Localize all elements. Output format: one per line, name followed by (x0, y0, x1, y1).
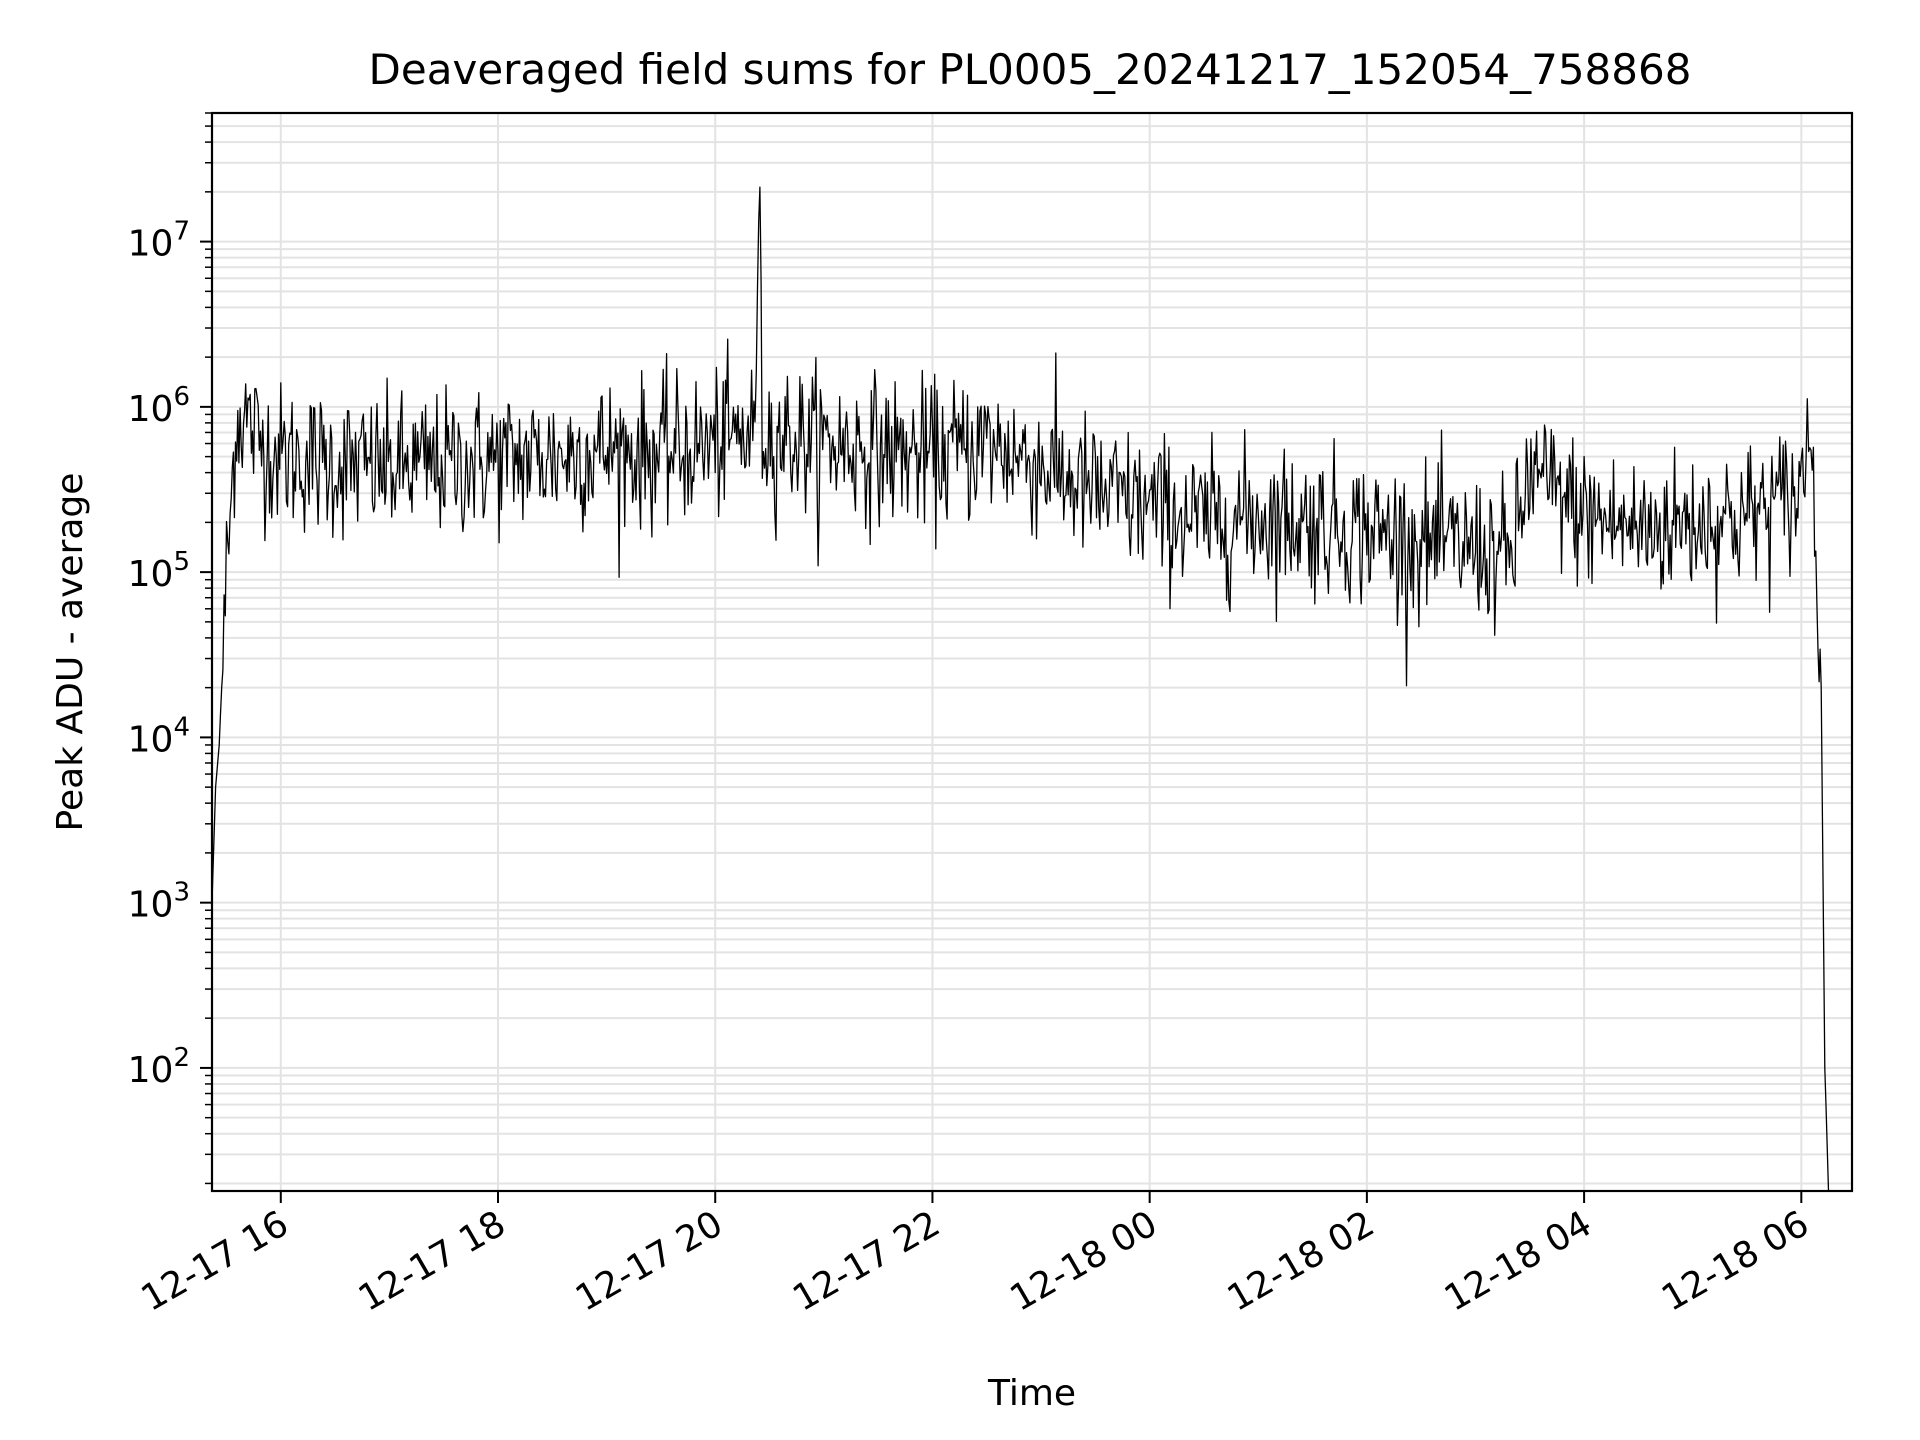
y-axis-label: Peak ADU - average (50, 473, 91, 832)
y-tick-exponent: 4 (173, 712, 190, 742)
y-tick-label: 105 (128, 547, 190, 595)
chart-title: Deaveraged field sums for PL0005_2024121… (369, 45, 1692, 94)
series-line (211, 186, 1830, 1192)
y-tick-base: 10 (128, 719, 174, 760)
y-tick-exponent: 3 (173, 878, 190, 908)
grid (212, 112, 1852, 1191)
y-tick-base: 10 (128, 389, 174, 430)
y-tick-exponent: 5 (173, 547, 190, 577)
axes-frame (210, 111, 1854, 1193)
y-tick-label: 102 (128, 1043, 190, 1091)
y-tick-base: 10 (128, 1050, 174, 1091)
y-tick-label: 104 (128, 712, 190, 760)
y-tick-exponent: 6 (173, 382, 190, 412)
y-tick-exponent: 7 (173, 217, 190, 247)
y-tick-label: 106 (128, 382, 190, 430)
plot-area (211, 186, 1830, 1192)
y-tick-exponent: 2 (173, 1043, 190, 1073)
y-tick-label: 107 (128, 217, 190, 265)
x-axis-label: Time (987, 1373, 1076, 1414)
y-tick-base: 10 (128, 554, 174, 595)
y-tick-base: 10 (128, 224, 174, 265)
y-tick-label: 103 (128, 878, 190, 926)
y-tick-base: 10 (128, 885, 174, 926)
